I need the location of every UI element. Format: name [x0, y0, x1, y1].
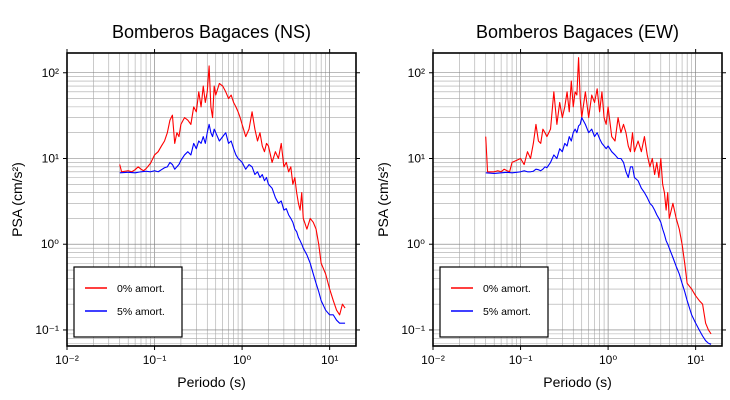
legend-label: 0% amort. [483, 283, 531, 295]
y-axis-label: PSA (cm/s²) [9, 162, 25, 237]
x-axis-label: Periodo (s) [177, 374, 245, 390]
y-axis-label: PSA (cm/s²) [375, 162, 391, 237]
y-tick-label: 10¹ [42, 151, 59, 165]
x-tick-label: 10⁻² [55, 353, 79, 367]
ticks: 10⁻² 10⁻¹ 10⁰ 10¹ 10⁻¹ 10⁰ 10¹ 10² [35, 49, 360, 367]
x-axis-label: Periodo (s) [543, 374, 611, 390]
legend: 0% amort. 5% amort. [73, 266, 183, 338]
series-line-blue [485, 117, 712, 345]
chart-title: Bomberos Bagaces (NS) [112, 22, 311, 42]
chart-panel-2: 10⁻² 10⁻¹ 10⁰ 10¹ 10⁻¹ 10⁰ 10¹ 10² Bomberos Baga… [375, 22, 726, 390]
y-tick-label: 10⁰ [41, 237, 59, 251]
series-line-red [485, 57, 712, 335]
legend-label: 0% amort. [117, 283, 165, 295]
y-tick-label: 10¹ [408, 151, 425, 165]
legend-label: 5% amort. [117, 306, 165, 318]
series-line-blue [119, 123, 346, 324]
y-tick-label: 10⁻¹ [35, 323, 59, 337]
ticks: 10⁻² 10⁻¹ 10⁰ 10¹ 10⁻¹ 10⁰ 10¹ 10² [401, 49, 726, 367]
x-tick-label: 10⁰ [599, 353, 617, 367]
y-tick-label: 10² [408, 66, 425, 80]
plot-frame [66, 52, 357, 347]
y-tick-label: 10⁰ [407, 237, 425, 251]
x-tick-label: 10¹ [687, 353, 704, 367]
series-line-red [119, 65, 346, 316]
plot-frame [432, 52, 723, 347]
legend: 0% amort. 5% amort. [439, 266, 549, 338]
x-tick-label: 10⁻² [421, 353, 445, 367]
legend-label: 5% amort. [483, 306, 531, 318]
x-tick-label: 10⁻¹ [143, 353, 167, 367]
y-tick-label: 10⁻¹ [401, 323, 425, 337]
chart-title: Bomberos Bagaces (EW) [476, 22, 679, 42]
x-tick-label: 10⁻¹ [509, 353, 533, 367]
x-tick-label: 10⁰ [233, 353, 251, 367]
legend-box [439, 266, 549, 338]
chart-panel-1: 10⁻² 10⁻¹ 10⁰ 10¹ 10⁻¹ 10⁰ 10¹ 10² Bomberos Baga… [9, 22, 360, 390]
legend-box [73, 266, 183, 338]
x-tick-label: 10¹ [321, 353, 338, 367]
y-tick-label: 10² [42, 66, 59, 80]
